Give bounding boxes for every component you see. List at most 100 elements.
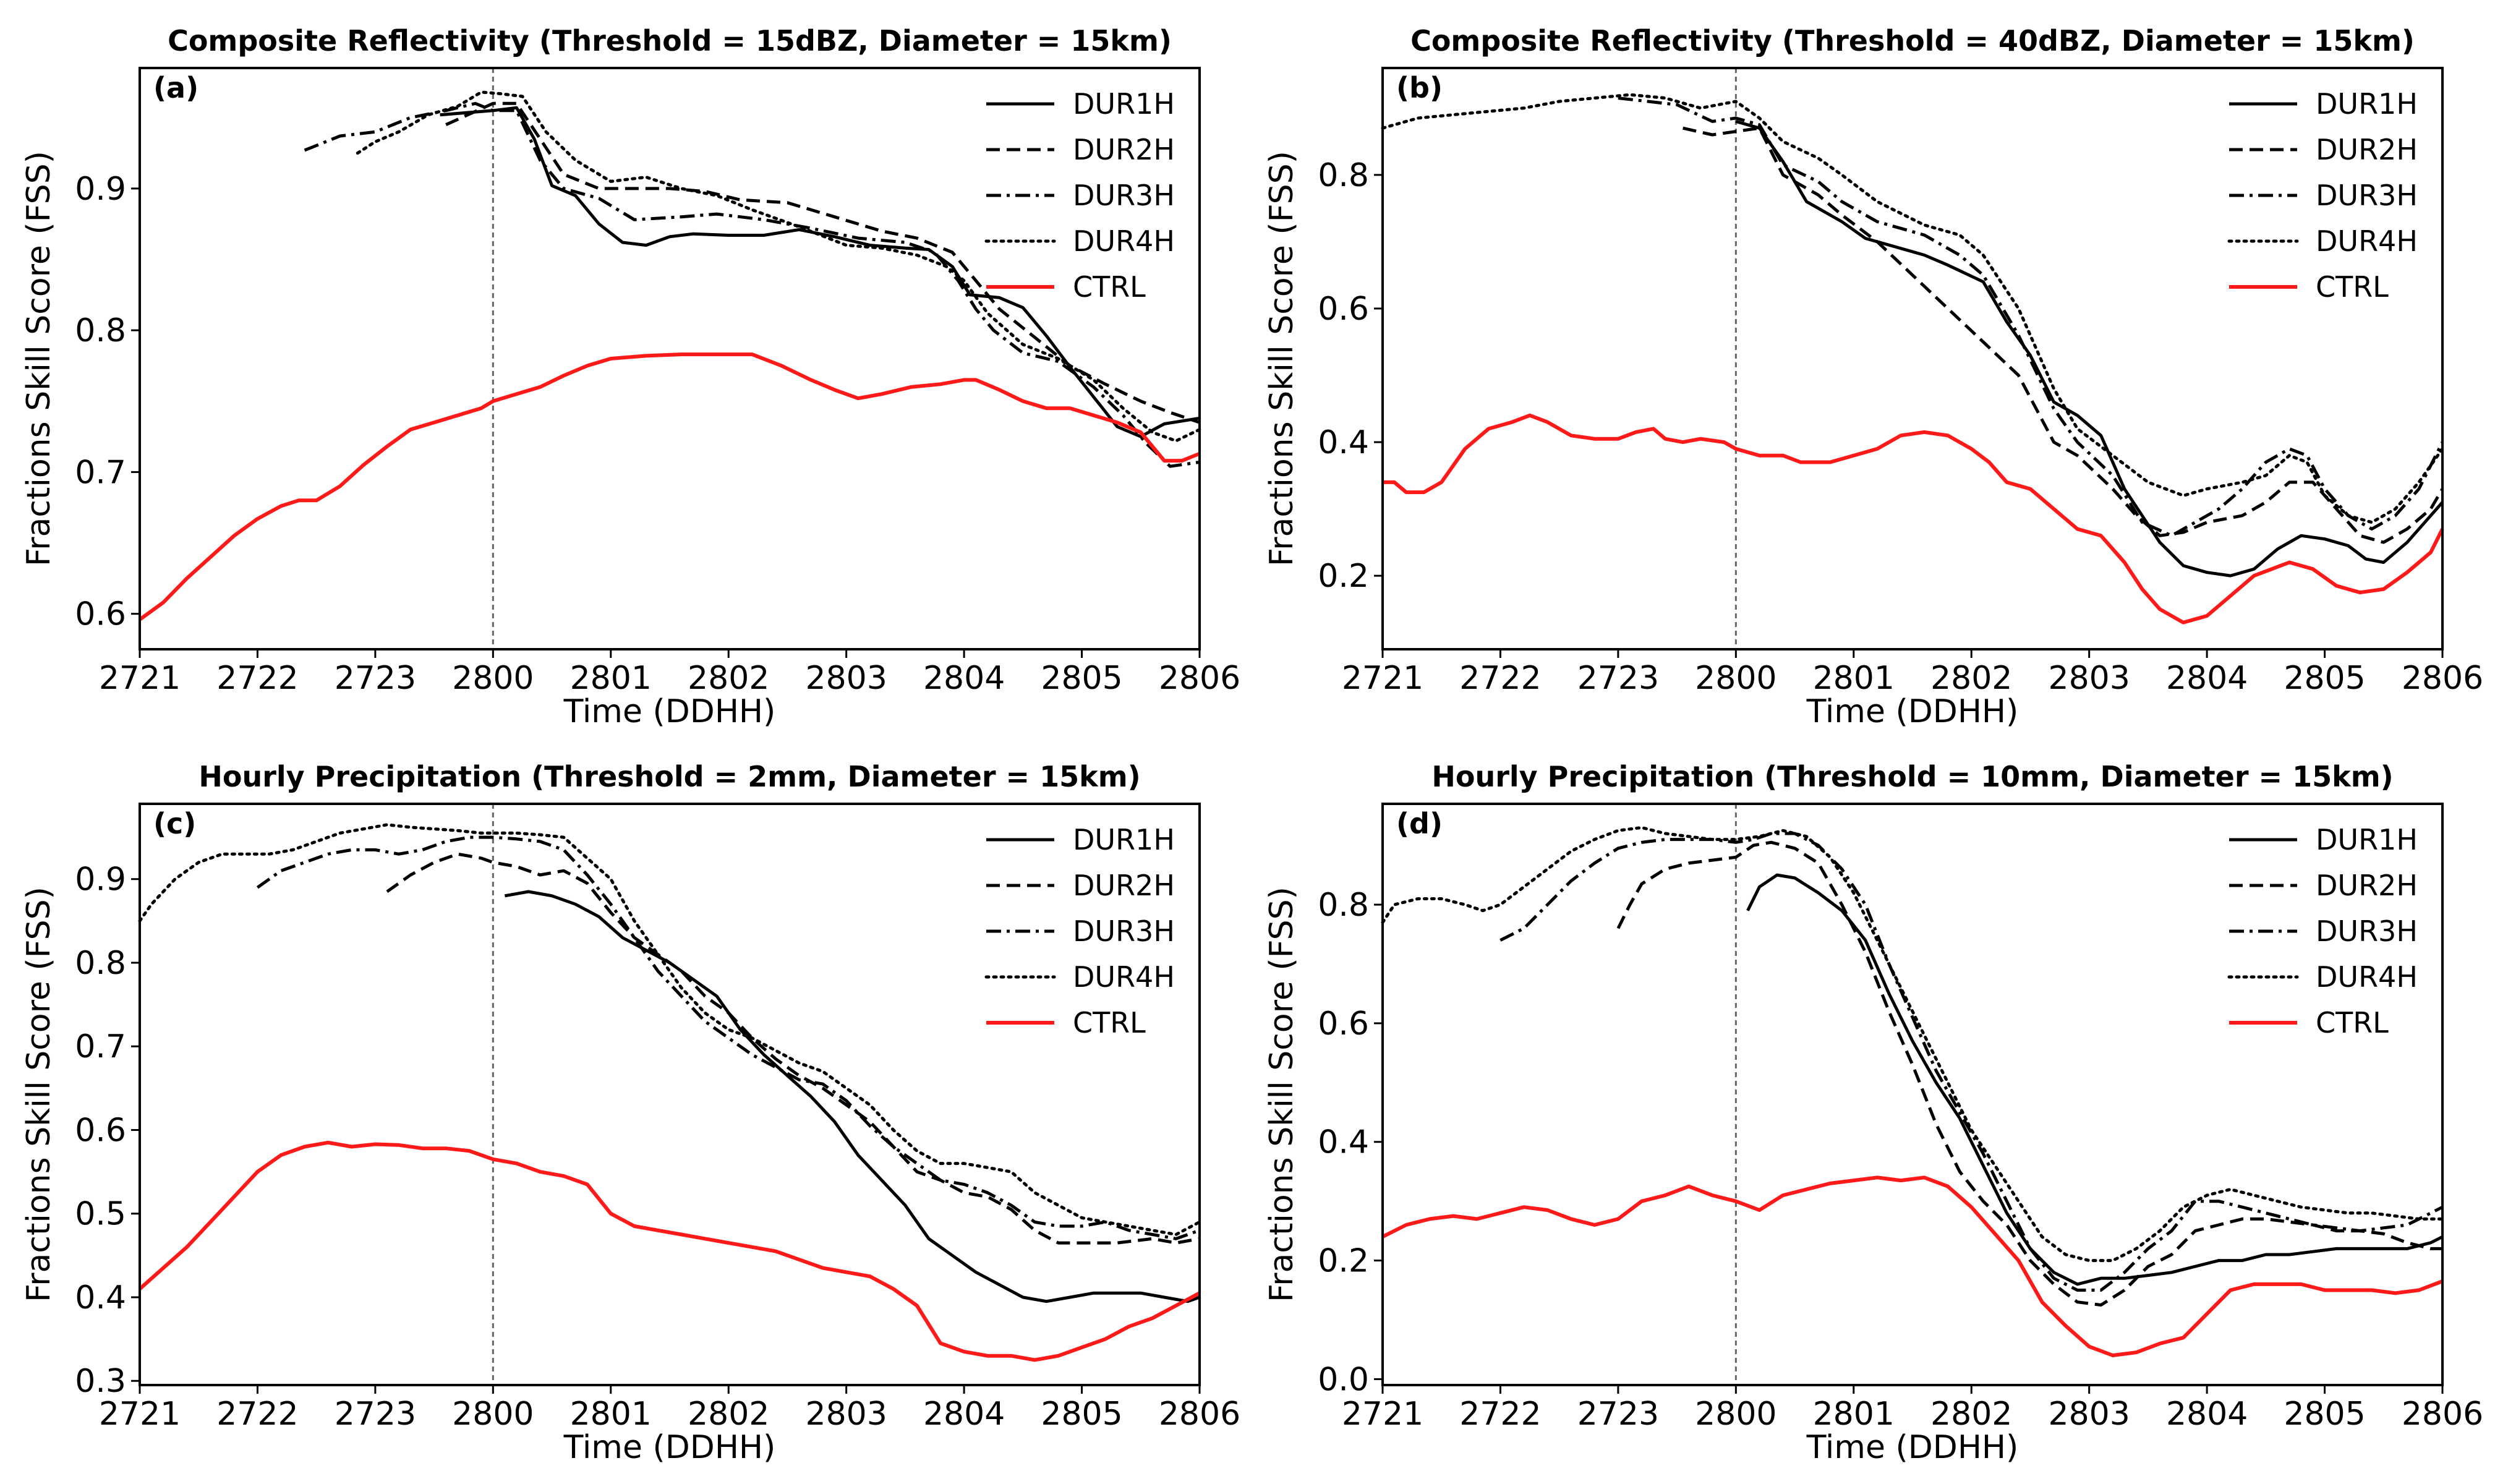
x-axis-label: Time (DDHH) bbox=[563, 1429, 776, 1466]
legend-label-ctrl: CTRL bbox=[2316, 270, 2389, 304]
x-tick-label: 2722 bbox=[1459, 660, 1541, 697]
x-tick-label: 2806 bbox=[2402, 1396, 2483, 1433]
series-line-dur1h bbox=[504, 890, 1200, 1303]
series-line-dur3h bbox=[1618, 96, 2444, 537]
x-tick-label: 2723 bbox=[1577, 660, 1659, 697]
x-tick-label: 2803 bbox=[805, 660, 887, 697]
series-line-dur3h bbox=[304, 101, 1200, 468]
y-tick-label: 0.9 bbox=[75, 171, 126, 208]
y-axis-label: Fractions Skill Score (FSS) bbox=[1263, 887, 1300, 1302]
x-tick-label: 2721 bbox=[99, 1396, 181, 1433]
legend-label-ctrl: CTRL bbox=[1073, 270, 1146, 304]
series-line-dur2h bbox=[1683, 126, 2444, 544]
series-line-ctrl bbox=[1381, 1175, 2444, 1357]
series-line-ctrl bbox=[139, 352, 1201, 621]
y-tick-label: 0.8 bbox=[75, 945, 126, 982]
chart-title: Composite Reflectivity (Threshold = 40dB… bbox=[1410, 24, 2415, 58]
series-line-dur4h bbox=[1381, 93, 2444, 524]
panel-d: Hourly Precipitation (Threshold = 10mm, … bbox=[1263, 760, 2483, 1466]
y-tick-label: 0.4 bbox=[1318, 1124, 1369, 1161]
x-tick-label: 2800 bbox=[1695, 1396, 1777, 1433]
x-tick-label: 2801 bbox=[570, 1396, 652, 1433]
series-line-dur4h bbox=[138, 823, 1201, 1236]
x-tick-label: 2800 bbox=[1695, 660, 1777, 697]
series-line-dur3h bbox=[1499, 832, 2444, 1292]
x-tick-label: 2803 bbox=[2048, 660, 2130, 697]
legend-label-dur2h: DUR2H bbox=[1073, 869, 1175, 902]
plot-frame bbox=[1381, 803, 2444, 1386]
x-tick-label: 2805 bbox=[1041, 1396, 1122, 1433]
panel-b: Composite Reflectivity (Threshold = 40dB… bbox=[1263, 24, 2483, 730]
y-tick-label: 0.7 bbox=[75, 454, 126, 491]
y-tick-label: 0.7 bbox=[75, 1028, 126, 1065]
y-tick-label: 0.6 bbox=[75, 1112, 126, 1149]
legend-label-dur1h: DUR1H bbox=[2316, 87, 2418, 121]
x-tick-label: 2804 bbox=[2166, 660, 2248, 697]
y-tick-label: 0.3 bbox=[75, 1363, 126, 1400]
x-tick-label: 2722 bbox=[1459, 1396, 1541, 1433]
series-line-dur2h bbox=[1616, 840, 2442, 1307]
legend-label-dur3h: DUR3H bbox=[1073, 179, 1175, 212]
series-line-dur4h bbox=[1381, 825, 2444, 1263]
legend-label-dur3h: DUR3H bbox=[2316, 179, 2418, 212]
y-tick-label: 0.6 bbox=[1318, 291, 1369, 328]
series-line-dur1h bbox=[1735, 119, 2444, 578]
y-tick-label: 0.0 bbox=[1318, 1361, 1369, 1398]
y-tick-label: 0.2 bbox=[1318, 1243, 1369, 1280]
legend-label-dur4h: DUR4H bbox=[1073, 224, 1175, 258]
chart-title: Hourly Precipitation (Threshold = 10mm, … bbox=[1431, 760, 2393, 793]
legend-label-dur4h: DUR4H bbox=[2316, 960, 2418, 994]
series-line-dur1h bbox=[440, 106, 1200, 438]
y-tick-label: 0.8 bbox=[1318, 887, 1369, 924]
x-tick-label: 2804 bbox=[2166, 1396, 2248, 1433]
x-tick-label: 2721 bbox=[1342, 1396, 1423, 1433]
panel-a: Composite Reflectivity (Threshold = 15dB… bbox=[20, 24, 1240, 730]
chart-title: Composite Reflectivity (Threshold = 15dB… bbox=[168, 24, 1172, 58]
x-tick-label: 2723 bbox=[335, 660, 416, 697]
x-tick-label: 2801 bbox=[570, 660, 652, 697]
x-tick-label: 2722 bbox=[216, 1396, 298, 1433]
x-tick-label: 2802 bbox=[688, 660, 769, 697]
x-tick-label: 2800 bbox=[452, 660, 534, 697]
x-tick-label: 2723 bbox=[1577, 1396, 1659, 1433]
x-tick-label: 2802 bbox=[1930, 1396, 2012, 1433]
legend-label-dur1h: DUR1H bbox=[1073, 823, 1175, 856]
panel-label: (c) bbox=[153, 807, 196, 840]
plot-frame bbox=[139, 67, 1201, 650]
x-tick-label: 2800 bbox=[452, 1396, 534, 1433]
panel-label: (b) bbox=[1396, 71, 1443, 104]
legend-label-ctrl: CTRL bbox=[2316, 1006, 2389, 1039]
x-tick-label: 2806 bbox=[1159, 660, 1240, 697]
x-tick-label: 2721 bbox=[99, 660, 181, 697]
x-tick-label: 2722 bbox=[216, 660, 298, 697]
series-line-dur4h bbox=[356, 90, 1201, 443]
y-tick-label: 0.8 bbox=[1318, 157, 1369, 194]
series-line-dur2h bbox=[386, 852, 1200, 1245]
panel-c: Hourly Precipitation (Threshold = 2mm, D… bbox=[20, 760, 1240, 1466]
x-axis-label: Time (DDHH) bbox=[1806, 693, 2019, 730]
x-tick-label: 2805 bbox=[2284, 660, 2365, 697]
y-tick-label: 0.2 bbox=[1318, 558, 1369, 595]
y-tick-label: 0.6 bbox=[1318, 1005, 1369, 1043]
x-tick-label: 2802 bbox=[1930, 660, 2012, 697]
panel-label: (a) bbox=[153, 71, 198, 104]
x-tick-label: 2801 bbox=[1813, 660, 1895, 697]
x-tick-label: 2803 bbox=[2048, 1396, 2130, 1433]
series-line-ctrl bbox=[139, 1140, 1201, 1362]
y-tick-label: 0.4 bbox=[75, 1279, 126, 1316]
x-axis-label: Time (DDHH) bbox=[563, 693, 776, 730]
legend-label-dur4h: DUR4H bbox=[1073, 960, 1175, 994]
x-tick-label: 2803 bbox=[805, 1396, 887, 1433]
y-tick-label: 0.5 bbox=[75, 1196, 126, 1233]
chart-title: Hourly Precipitation (Threshold = 2mm, D… bbox=[198, 760, 1140, 793]
legend-label-dur1h: DUR1H bbox=[2316, 823, 2418, 856]
x-tick-label: 2802 bbox=[688, 1396, 769, 1433]
legend-label-dur2h: DUR2H bbox=[1073, 133, 1175, 166]
y-axis-label: Fractions Skill Score (FSS) bbox=[1263, 151, 1300, 566]
x-tick-label: 2805 bbox=[1041, 660, 1122, 697]
x-tick-label: 2801 bbox=[1813, 1396, 1895, 1433]
x-tick-label: 2804 bbox=[923, 1396, 1005, 1433]
y-tick-label: 0.9 bbox=[75, 861, 126, 898]
legend-label-dur3h: DUR3H bbox=[2316, 915, 2418, 948]
